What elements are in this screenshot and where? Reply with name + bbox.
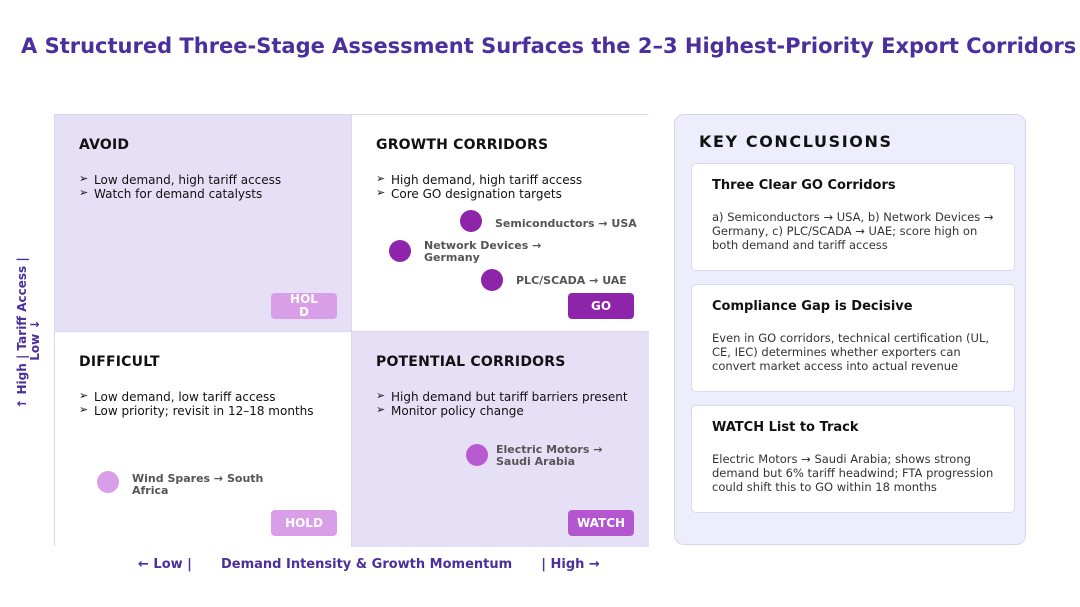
- arrow-icon: ➢: [79, 186, 89, 199]
- arrow-icon: ➢: [376, 172, 386, 185]
- quadrant-bullets: ➢ Low demand, low tariff access ➢ Low prio…: [79, 389, 314, 418]
- hold-badge: HOLD: [271, 293, 337, 319]
- bullet-item: ➢ Low priority; revisit in 12–18 months: [79, 403, 314, 418]
- bullet-item: ➢ High demand, high tariff access: [376, 172, 583, 187]
- x-axis-label: ← Low | Demand Intensity & Growth Moment…: [138, 557, 600, 572]
- corridor-dot-plc-scada[interactable]: [481, 269, 503, 291]
- corridor-dot-network-devices[interactable]: [389, 240, 411, 262]
- corridor-label-electric-motors: Electric Motors → Saudi Arabia: [496, 443, 603, 468]
- bullet-item: ➢ Low demand, low tariff access: [79, 389, 276, 404]
- quadrant-bullets: ➢ High demand, high tariff access ➢ Core G…: [376, 172, 583, 201]
- card-title: WATCH List to Track: [712, 420, 859, 435]
- arrow-icon: ➢: [79, 172, 89, 185]
- card-body: a) Semiconductors → USA, b) Network Devi…: [712, 210, 994, 252]
- corridor-label-wind-spares: Wind Spares → South Africa: [132, 472, 264, 497]
- corridor-dot-electric-motors[interactable]: [466, 444, 488, 466]
- corridor-dot-wind-spares[interactable]: [97, 471, 119, 493]
- quadrant-avoid: AVOID ➢ Low demand, high tariff access ➢ W…: [55, 115, 352, 331]
- priority-matrix: AVOID ➢ Low demand, high tariff access ➢ W…: [54, 114, 649, 547]
- bullet-item: ➢ Low demand, high tariff access: [79, 172, 282, 187]
- card-title: Compliance Gap is Decisive: [712, 299, 913, 314]
- conclusion-card: Three Clear GO Corridors a) Semiconducto…: [691, 163, 1015, 271]
- quadrant-title: POTENTIAL CORRIDORS: [376, 354, 566, 370]
- card-body: Electric Motors → Saudi Arabia; shows st…: [712, 452, 994, 494]
- watch-badge: WATCH: [568, 510, 634, 536]
- quadrant-growth-corridors: GROWTH CORRIDORS ➢ High demand, high tari…: [352, 115, 649, 331]
- quadrant-title: DIFFICULT: [79, 354, 160, 370]
- card-body: Even in GO corridors, technical certific…: [712, 331, 990, 373]
- bullet-item: ➢ Watch for demand catalysts: [79, 186, 263, 201]
- corridor-dot-semiconductors[interactable]: [460, 210, 482, 232]
- go-badge: GO: [568, 293, 634, 319]
- card-title: Three Clear GO Corridors: [712, 178, 896, 193]
- bullet-item: ➢ Monitor policy change: [376, 403, 524, 418]
- arrow-icon: ➢: [79, 403, 89, 416]
- quadrant-bullets: ➢ High demand but tariff barriers present…: [376, 389, 628, 418]
- hold-badge: HOLD: [271, 510, 337, 536]
- x-axis-low: ← Low |: [138, 557, 192, 572]
- corridor-label-plc-scada: PLC/SCADA → UAE: [516, 274, 627, 287]
- quadrant-title: GROWTH CORRIDORS: [376, 137, 549, 153]
- arrow-icon: ➢: [376, 403, 386, 416]
- quadrant-bullets: ➢ Low demand, high tariff access ➢ Watch f…: [79, 172, 282, 201]
- y-axis-label: ↑ High | Tariff Access | Low ↓: [15, 257, 42, 409]
- quadrant-difficult: DIFFICULT ➢ Low demand, low tariff access…: [55, 331, 352, 547]
- key-conclusions-panel: KEY CONCLUSIONS Three Clear GO Corridors…: [674, 114, 1026, 545]
- x-axis-title: Demand Intensity & Growth Momentum: [220, 557, 513, 572]
- page-title: A Structured Three-Stage Assessment Surf…: [21, 34, 1077, 58]
- arrow-icon: ➢: [79, 389, 89, 402]
- bullet-item: ➢ High demand but tariff barriers present: [376, 389, 628, 404]
- x-axis-high: | High →: [541, 557, 600, 572]
- quadrant-potential-corridors: POTENTIAL CORRIDORS ➢ High demand but tar…: [352, 331, 649, 547]
- corridor-label-network-devices: Network Devices → Germany: [424, 239, 542, 264]
- conclusion-card: WATCH List to Track Electric Motors → Sa…: [691, 405, 1015, 513]
- quadrant-title: AVOID: [79, 137, 130, 153]
- panel-title: KEY CONCLUSIONS: [699, 132, 893, 151]
- arrow-icon: ➢: [376, 186, 386, 199]
- conclusion-card: Compliance Gap is Decisive Even in GO co…: [691, 284, 1015, 392]
- corridor-label-semiconductors: Semiconductors → USA: [495, 217, 637, 230]
- arrow-icon: ➢: [376, 389, 386, 402]
- bullet-item: ➢ Core GO designation targets: [376, 186, 562, 201]
